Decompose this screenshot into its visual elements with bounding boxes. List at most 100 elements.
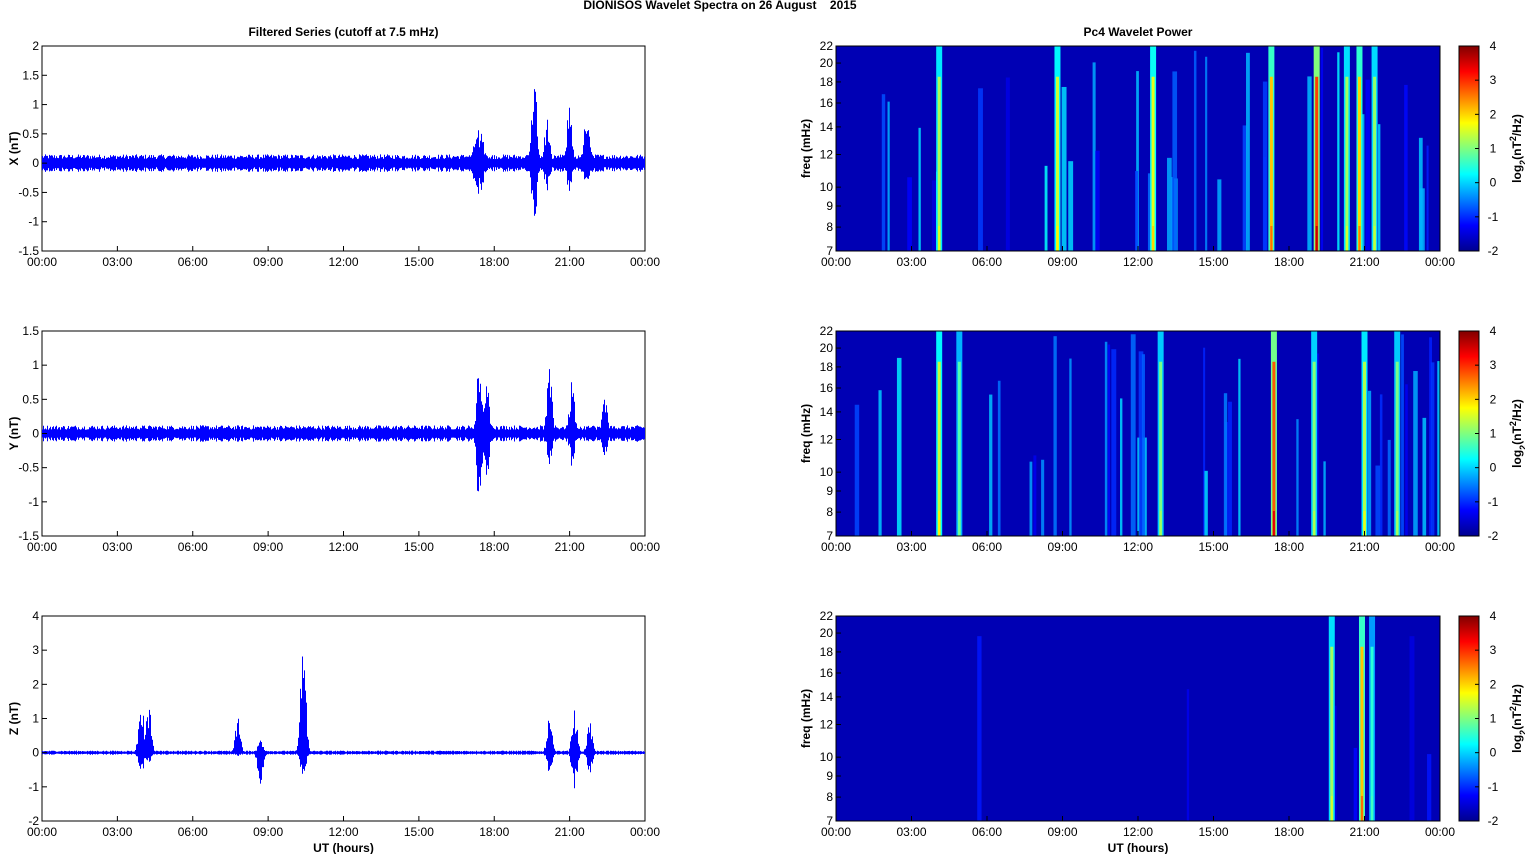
power-streak-faint — [896, 357, 902, 536]
x-tick-label: 00:00 — [27, 825, 57, 839]
y-axis-label: freq (mHz) — [799, 404, 813, 463]
x-tick-label: 00:00 — [821, 825, 851, 839]
colorbar-tick-label: 4 — [1490, 609, 1497, 623]
y-tick-label: 1 — [32, 358, 39, 372]
power-streak-peak — [1270, 226, 1273, 251]
power-streak-faint — [1427, 754, 1432, 821]
power-streak-core — [1315, 76, 1319, 251]
colorbar-tick-label: -2 — [1488, 814, 1499, 828]
power-streak-faint — [1136, 71, 1139, 251]
power-streak-faint — [1419, 188, 1425, 251]
power-streak-faint — [1053, 336, 1057, 536]
power-streak-peak — [1396, 511, 1399, 536]
power-streak-peak — [1056, 226, 1059, 251]
y-tick-label: 2 — [32, 39, 39, 53]
colorbar-tick-label: 0 — [1490, 176, 1497, 190]
power-streak-faint — [1375, 465, 1381, 536]
plot-area — [41, 615, 646, 822]
y-tick-label: 0.5 — [22, 392, 39, 406]
power-streak-faint — [1186, 689, 1190, 821]
colorbar: 4 3 2 1 0 -1 -2 log2(nT2/Hz) — [1458, 609, 1525, 828]
colorbar: 4 3 2 1 0 -1 -2 log2(nT2/Hz) — [1458, 39, 1525, 258]
y-tick-label: -1 — [28, 495, 39, 509]
y-tick-label: 22 — [820, 609, 834, 623]
power-streak-faint — [1333, 705, 1337, 821]
y-tick-label: 16 — [820, 666, 834, 680]
power-streak-faint — [1141, 354, 1146, 536]
colorbar-label: log2(nT2/Hz) — [1508, 399, 1525, 468]
y-axis-label: Z (nT) — [7, 702, 21, 735]
power-streak-faint — [1005, 77, 1010, 251]
y-tick-label: 0 — [32, 746, 39, 760]
power-streak-faint — [978, 88, 983, 251]
power-streak-faint — [1429, 337, 1433, 536]
power-streak-peak — [1373, 226, 1376, 251]
power-streak-peak — [1371, 796, 1374, 821]
power-streak-core — [1345, 76, 1349, 251]
figure-title: DIONISOS Wavelet Spectra on 26 August 20… — [583, 0, 857, 12]
y-tick-label: 14 — [820, 690, 834, 704]
y-tick-label: 7 — [826, 244, 833, 258]
x-tick-label: 09:00 — [253, 540, 283, 554]
power-streak-faint — [1068, 161, 1074, 251]
power-streak-faint — [1107, 344, 1111, 536]
power-streak-faint — [1315, 353, 1320, 536]
x-tick-label: 21:00 — [1349, 255, 1379, 269]
power-streak-faint — [1135, 170, 1139, 251]
x-tick-label: 12:00 — [1123, 255, 1153, 269]
power-streak-faint — [1119, 398, 1123, 536]
y-tick-label: 4 — [32, 609, 39, 623]
power-streak-core — [1363, 361, 1366, 536]
x-tick-label: 18:00 — [479, 255, 509, 269]
power-streak-faint — [997, 380, 1001, 536]
power-streak-faint — [1092, 62, 1096, 251]
y-tick-label: 18 — [820, 360, 834, 374]
power-streak-faint — [1111, 349, 1117, 536]
power-streak-peak — [1159, 511, 1162, 536]
power-streak-core — [1151, 76, 1155, 251]
colorbar-tick-label: -2 — [1488, 244, 1499, 258]
y-tick-label: 10 — [820, 465, 834, 479]
x-tick-label: 09:00 — [1047, 825, 1077, 839]
x-tick-label: 06:00 — [178, 255, 208, 269]
x-tick-label: 00:00 — [630, 255, 660, 269]
power-streak-faint — [1323, 461, 1326, 536]
x-tick-label: 12:00 — [1123, 825, 1153, 839]
power-streak-core — [937, 361, 941, 536]
power-streak-faint — [1104, 341, 1108, 536]
colorbar-tick-label: 1 — [1490, 427, 1497, 441]
power-streak-faint — [918, 127, 921, 251]
y-tick-label: 0 — [32, 427, 39, 441]
y-tick-label: 2 — [32, 677, 39, 691]
plot-area — [41, 45, 646, 252]
power-streak-faint — [1405, 384, 1408, 536]
power-streak-faint — [1430, 362, 1435, 536]
power-streak-faint — [1367, 390, 1372, 536]
x-tick-label: 03:00 — [896, 825, 926, 839]
x-tick-label: 21:00 — [1349, 540, 1379, 554]
power-streak-faint — [1138, 351, 1144, 536]
x-tick-label: 15:00 — [1198, 255, 1228, 269]
y-tick-label: 10 — [820, 180, 834, 194]
y-tick-label: 3 — [32, 643, 39, 657]
power-streak-faint — [1387, 439, 1391, 536]
power-streak-faint — [989, 394, 993, 536]
y-axis-label: Y (nT) — [7, 417, 21, 451]
line-panel-z: 4 3 2 1 0 -1 -2 Z (nT) UT (hours) — [7, 609, 646, 854]
x-tick-label: 12:00 — [1123, 540, 1153, 554]
y-tick-label: 14 — [820, 405, 834, 419]
y-tick-label: 8 — [826, 790, 833, 804]
y-tick-label: 22 — [820, 324, 834, 338]
x-tick-label: 21:00 — [555, 825, 585, 839]
x-tick-label: 15:00 — [1198, 825, 1228, 839]
power-streak-faint — [1228, 401, 1232, 536]
y-tick-label: 1.5 — [22, 324, 39, 338]
power-streak-faint — [1379, 394, 1383, 536]
power-streak-faint — [1238, 358, 1241, 536]
colorbar: 4 3 2 1 0 -1 -2 log2(nT2/Hz) — [1458, 324, 1525, 543]
heatmap-background — [836, 616, 1440, 821]
power-streak-peak — [938, 226, 941, 251]
colorbar-tick-label: 2 — [1490, 107, 1497, 121]
